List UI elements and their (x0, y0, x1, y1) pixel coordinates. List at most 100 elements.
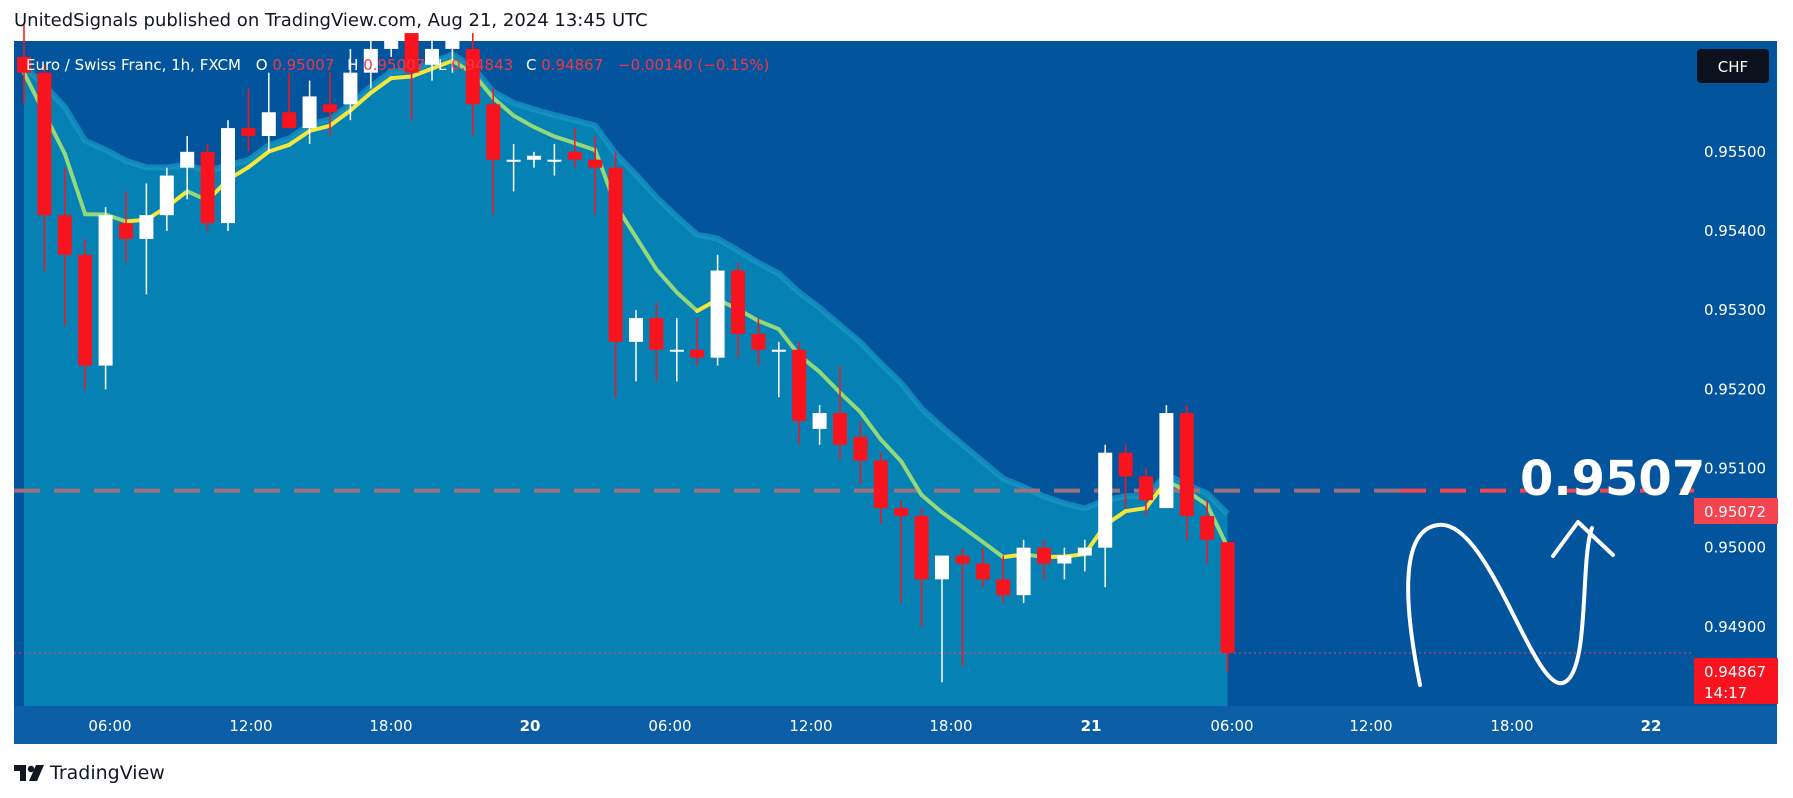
candle-body (1139, 476, 1153, 501)
candle-body (894, 508, 909, 516)
time-tick-label: 06:00 (648, 717, 691, 735)
ema-segment (674, 290, 700, 314)
ema-segment (307, 123, 332, 133)
candle-body (751, 333, 766, 350)
ema-segment (389, 74, 414, 81)
time-tick-label: 18:00 (1490, 717, 1533, 735)
legend-l-value: 0.94843 (451, 56, 513, 74)
ema-segment (940, 510, 965, 529)
candle-body (629, 318, 643, 342)
candle-body (690, 349, 705, 358)
candle-body (119, 223, 133, 239)
candle-body (608, 167, 623, 342)
ema-segment (1123, 506, 1148, 514)
legend-h-label: H (347, 56, 358, 74)
candle-body (527, 155, 541, 160)
ema-segment (1205, 502, 1230, 550)
candle-body (282, 112, 297, 129)
last-price-tag: 0.94867 14:17 (1694, 658, 1778, 704)
candle-body (1077, 547, 1092, 556)
candle-body (547, 159, 562, 162)
candle-body (812, 413, 827, 429)
ema-segment (368, 76, 394, 95)
candle-body (37, 72, 52, 216)
ema-segment (348, 90, 373, 113)
candle-body (404, 33, 419, 73)
time-tick-label: 12:00 (229, 717, 272, 735)
candle-body (792, 349, 807, 421)
time-tick-label: 06:00 (88, 717, 131, 735)
candle-body (57, 215, 72, 255)
time-tick-label: 21 (1081, 717, 1102, 735)
time-tick-label: 12:00 (789, 717, 832, 735)
candle-body (17, 56, 31, 73)
price-tick-label: 0.95100 (1704, 460, 1766, 478)
candle-body (1037, 547, 1051, 564)
price-tick-label: 0.95000 (1704, 539, 1766, 557)
candle-body (1159, 413, 1174, 509)
candle-body (710, 270, 725, 358)
ema-segment (246, 149, 271, 170)
tradingview-logo[interactable]: TradingView (14, 762, 165, 784)
candle-body (139, 215, 154, 239)
candle-body (935, 555, 949, 580)
svg-text:Euro / Swiss Franc, 1h, FXCM: Euro / Swiss Franc, 1h, FXCM O 0.95007 H… (26, 56, 769, 74)
ema-segment (980, 539, 1006, 560)
level-price-tag: 0.95072 (1694, 498, 1778, 524)
time-axis[interactable]: 06:00 12:00 18:00 20 06:00 12:00 18:00 21 06:00 1… (88, 717, 1661, 735)
tradingview-logo-text: TradingView (50, 762, 165, 784)
candle-body (1179, 413, 1194, 516)
candle-body (649, 318, 664, 350)
time-tick-label: 18:00 (369, 717, 412, 735)
candle-body (486, 104, 501, 160)
level-price-tag-label: 0.95072 (1704, 503, 1766, 521)
candle-body (180, 151, 195, 168)
candle-body (343, 72, 358, 105)
legend-l-label: L (438, 56, 447, 74)
candle-body (853, 436, 868, 461)
level-annotation: 0.9507 (1520, 451, 1705, 507)
ema-segment (858, 410, 883, 442)
candle-body (1118, 452, 1133, 477)
time-tick-label: 22 (1641, 717, 1662, 735)
legend-o-value: 0.95007 (272, 56, 334, 74)
candle-body (1200, 516, 1215, 540)
candle-body (731, 270, 745, 334)
legend-c-value: 0.94867 (541, 56, 603, 74)
time-tick-label: 18:00 (929, 717, 972, 735)
time-tick-label: 20 (520, 717, 541, 735)
legend-o-label: O (256, 56, 268, 74)
candle-body (221, 128, 235, 224)
ema-segment (919, 493, 944, 515)
last-price-label: 0.94867 (1704, 663, 1766, 681)
ema-segment (328, 108, 353, 128)
currency-button[interactable]: CHF (1697, 49, 1769, 83)
ema-segment (899, 459, 924, 498)
projection-arrowhead (1551, 520, 1615, 558)
ema-segment (960, 524, 985, 544)
projection-curve (1406, 522, 1594, 687)
ema-segment (409, 66, 434, 79)
ema-segment (532, 125, 557, 139)
price-tick-label: 0.95400 (1704, 222, 1766, 240)
candle-body (833, 413, 847, 445)
candles (17, 25, 1235, 683)
candle-body (588, 159, 603, 168)
candle-body (323, 104, 337, 113)
ema-segment (552, 134, 577, 146)
ema-segment (491, 95, 516, 118)
candle-body (445, 41, 460, 49)
candle-body (302, 96, 317, 129)
candle-body (241, 128, 256, 136)
candle-body (465, 48, 480, 105)
candle-body (955, 555, 970, 564)
candle-body (996, 579, 1011, 596)
candle-body (1016, 547, 1031, 596)
legend-change: −0.00140 (−0.15%) (618, 56, 769, 74)
publisher-header: UnitedSignals published on TradingView.c… (14, 10, 648, 31)
legend-c-label: C (526, 56, 536, 74)
countdown-label: 14:17 (1704, 684, 1747, 702)
ema-segment (817, 369, 842, 395)
candle-body (567, 151, 582, 160)
